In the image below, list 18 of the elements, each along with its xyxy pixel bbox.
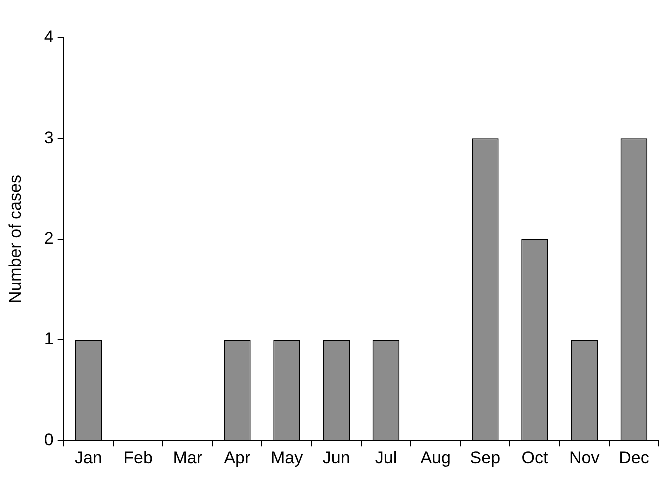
- x-tick-label: Jun: [322, 448, 350, 468]
- x-tick-label: Feb: [124, 448, 153, 468]
- x-tick-label: Nov: [569, 448, 600, 468]
- x-tick-label: Dec: [619, 448, 650, 468]
- y-tick-label: 0: [44, 430, 54, 450]
- x-tick-label: Oct: [522, 448, 549, 468]
- y-tick-label: 3: [44, 128, 54, 148]
- y-tick-label: 2: [44, 228, 54, 248]
- x-tick-label: Jul: [375, 448, 398, 468]
- x-tick-label: May: [270, 448, 304, 468]
- y-tick-label: 1: [44, 330, 54, 349]
- y-tick-label: 4: [44, 28, 54, 47]
- y-axis-title: Number of cases: [6, 175, 25, 304]
- x-tick-label: Sep: [470, 448, 501, 468]
- x-tick-label: Apr: [224, 448, 251, 468]
- x-tick-label: Mar: [173, 448, 203, 468]
- x-tick-label: Jan: [74, 448, 102, 468]
- x-tick-label: Aug: [420, 448, 451, 468]
